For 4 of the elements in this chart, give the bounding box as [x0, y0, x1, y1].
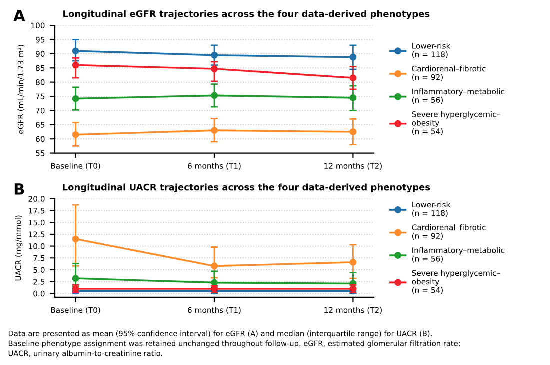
text: B: [14, 184, 24, 195]
chart-title: Longitudinal UACR trajectories across the four data-derived phenotypes: [63, 184, 430, 193]
text: A: [14, 10, 26, 22]
chart-title: Longitudinal eGFR trajectories across the four data-derived phenotypes: [64, 10, 430, 20]
